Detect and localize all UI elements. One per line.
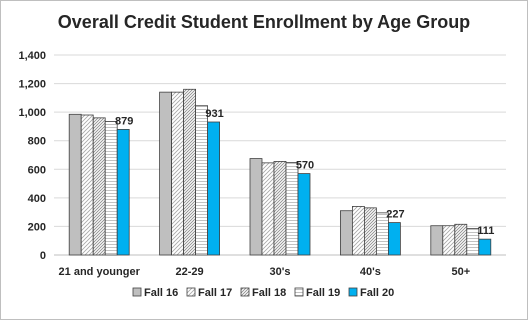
data-labels: 879 931 570 227 111 xyxy=(115,108,494,237)
y-tick-label: 600 xyxy=(28,164,46,176)
bar xyxy=(351,206,365,256)
bar xyxy=(430,225,444,256)
bar xyxy=(261,162,275,256)
bar xyxy=(116,129,130,256)
y-tick-label: 0 xyxy=(40,250,46,262)
category-label: 40's xyxy=(360,266,381,278)
bar xyxy=(92,117,106,256)
bar xyxy=(159,91,173,256)
legend-swatch xyxy=(294,287,304,297)
bars xyxy=(68,88,492,256)
category-label: 22-29 xyxy=(176,266,204,278)
bar xyxy=(195,105,209,256)
category-label: 21 and younger xyxy=(59,266,141,278)
bar xyxy=(363,207,377,256)
legend-label: Fall 19 xyxy=(306,287,340,299)
category-label: 30's xyxy=(270,266,291,278)
legend-label: Fall 16 xyxy=(144,287,178,299)
y-tick-label: 800 xyxy=(28,136,46,148)
y-tick-label: 1,000 xyxy=(18,107,46,119)
bar xyxy=(442,225,456,256)
bar xyxy=(339,210,353,256)
bar xyxy=(273,161,287,256)
data-label: 931 xyxy=(205,108,223,120)
bar xyxy=(297,173,311,256)
data-label: 111 xyxy=(477,225,494,237)
legend-label: Fall 20 xyxy=(360,287,394,299)
chart-title: Overall Credit Student Enrollment by Age… xyxy=(57,12,471,32)
bar xyxy=(68,113,82,256)
bar xyxy=(183,88,197,256)
data-label: 570 xyxy=(296,160,314,172)
data-label: 227 xyxy=(386,209,404,221)
legend-label: Fall 17 xyxy=(198,287,232,299)
legend-swatch xyxy=(132,287,142,297)
category-label: 50+ xyxy=(451,266,470,278)
y-tick-label: 1,200 xyxy=(18,79,46,91)
y-tick-label: 1,400 xyxy=(18,50,46,62)
y-tick-label: 200 xyxy=(28,221,46,233)
bar xyxy=(285,162,299,256)
data-label: 879 xyxy=(115,115,133,127)
bar xyxy=(387,222,401,256)
x-axis-categories: 21 and younger 22-29 30's 40's 50+ xyxy=(59,266,471,278)
bar xyxy=(207,121,221,256)
bar xyxy=(80,114,94,256)
bar xyxy=(249,158,263,256)
y-axis-ticks: 0 200 400 600 800 1,000 1,200 1,400 xyxy=(18,50,46,262)
y-tick-label: 400 xyxy=(28,193,46,205)
bar xyxy=(171,91,185,256)
legend-swatch xyxy=(348,287,358,297)
legend: Fall 16 Fall 17 Fall 18 Fall 19 Fall 20 xyxy=(132,287,394,299)
legend-swatch xyxy=(240,287,250,297)
bar xyxy=(454,223,468,256)
legend-label: Fall 18 xyxy=(252,287,286,299)
bar xyxy=(478,238,492,256)
legend-swatch xyxy=(186,287,196,297)
bar xyxy=(104,121,118,256)
